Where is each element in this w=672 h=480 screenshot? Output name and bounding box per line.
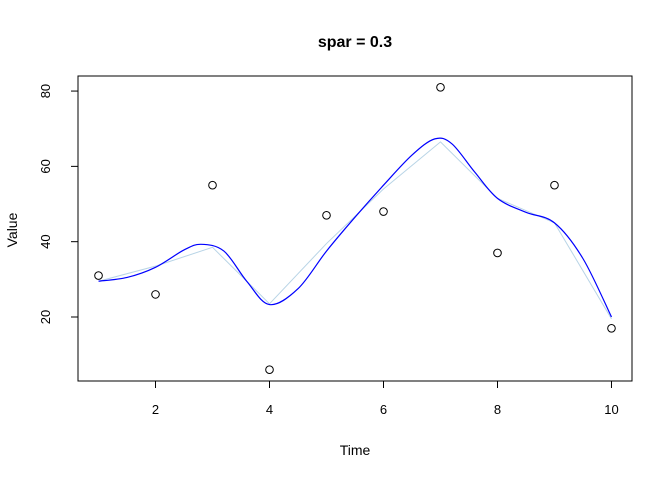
x-tick-label: 2: [152, 402, 159, 417]
x-tick-label: 8: [494, 402, 501, 417]
y-tick-label: 60: [38, 159, 53, 173]
data-point: [265, 365, 274, 375]
y-tick-label: 40: [38, 234, 53, 248]
data-point: [550, 180, 559, 190]
data-point: [322, 211, 331, 220]
data-point: [436, 82, 445, 92]
series-lines: [98, 137, 613, 320]
y-tick-label: 80: [38, 84, 53, 98]
spline-curve: [98, 137, 613, 318]
smoothed-fit-line: [98, 141, 612, 320]
data-point: [151, 290, 160, 299]
data-point: [208, 180, 217, 190]
y-axis-label: Value: [4, 212, 20, 247]
x-tick-label: 6: [380, 402, 387, 417]
data-point: [379, 207, 388, 216]
y-tick-label: 20: [38, 310, 53, 324]
x-tick-label: 10: [604, 402, 618, 417]
x-axis: 2 4 6 8 10: [152, 380, 619, 417]
x-tick-label: 4: [266, 402, 273, 417]
data-point: [94, 271, 103, 280]
plot-frame: [77, 75, 633, 382]
data-point: [493, 248, 502, 258]
chart-title: spar = 0.3: [318, 34, 392, 51]
data-point: [607, 323, 616, 333]
y-axis: 20 40 60 80: [38, 84, 79, 324]
x-axis-label: Time: [340, 442, 371, 458]
data-points: [94, 82, 616, 375]
